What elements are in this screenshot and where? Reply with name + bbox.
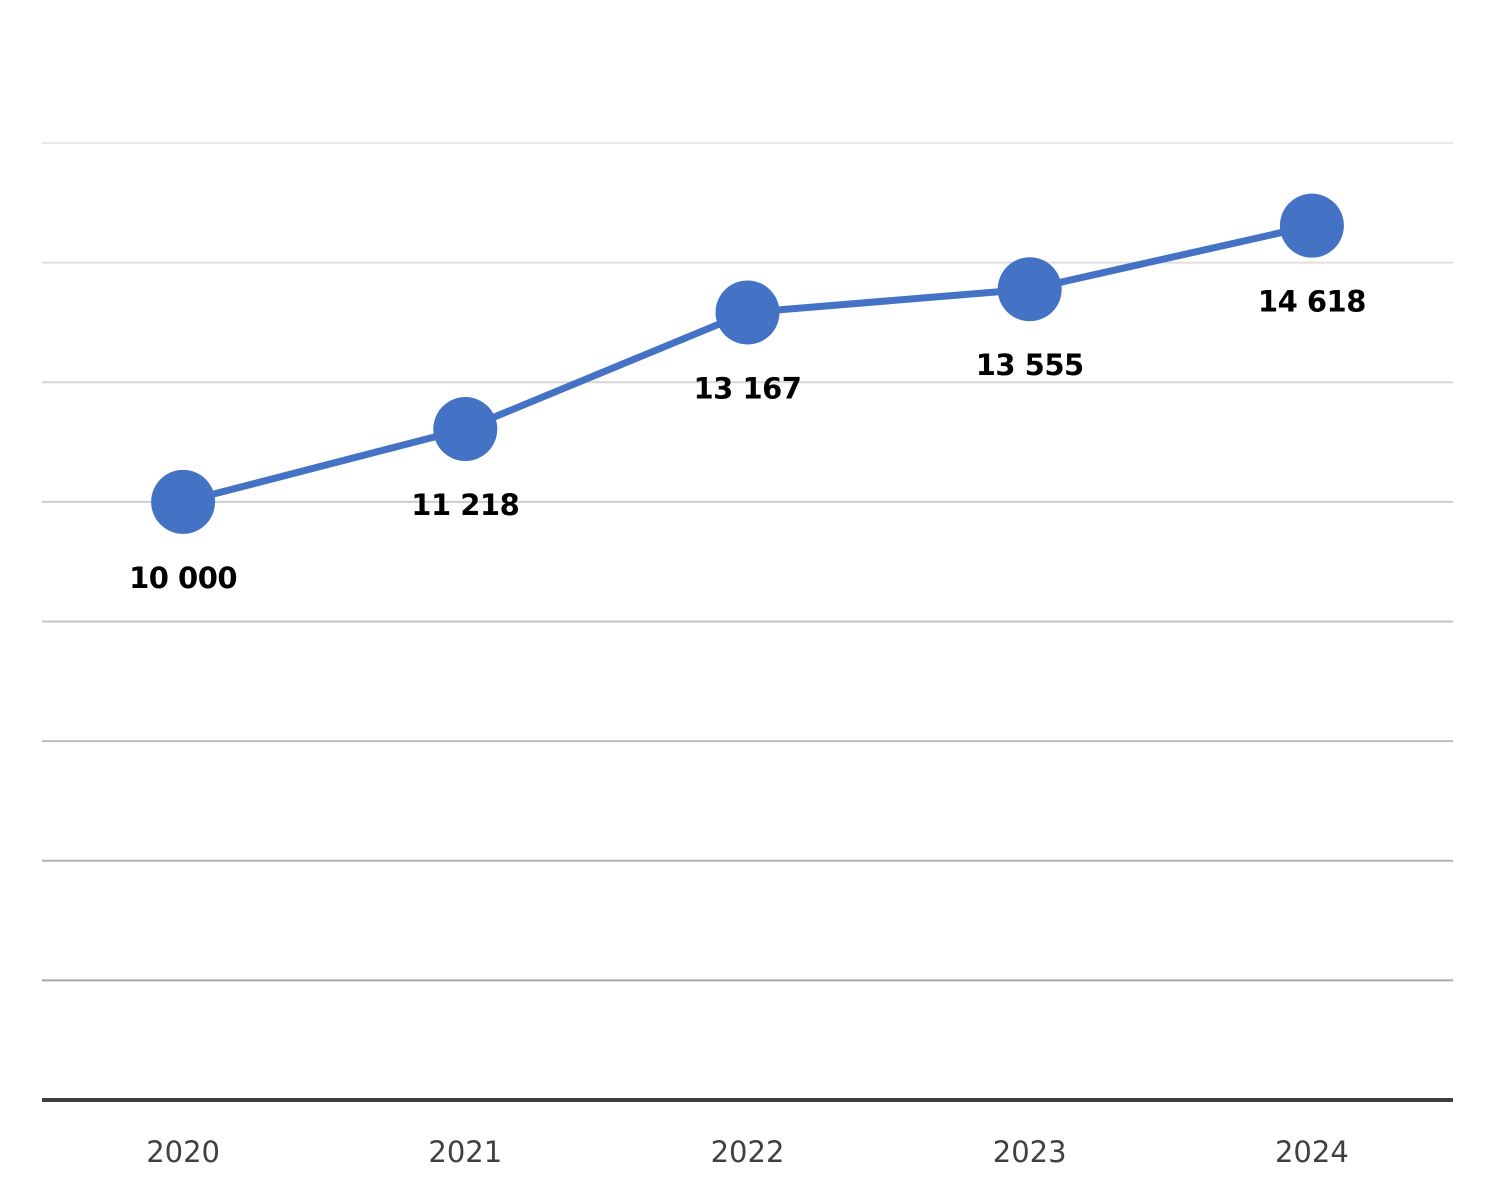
x-tick-label-2022: 2022 <box>711 1135 785 1169</box>
x-tick-label-2024: 2024 <box>1275 1135 1349 1169</box>
data-label-2024: 14 618 <box>1258 285 1366 319</box>
data-point-2022 <box>715 280 780 345</box>
data-point-2021 <box>433 397 498 462</box>
data-point-2020 <box>151 469 216 534</box>
x-tick-label-layer: 2020 2021 2022 2023 2024 <box>146 1135 1349 1169</box>
marker-layer <box>151 193 1344 534</box>
data-label-2023: 13 555 <box>976 348 1084 382</box>
data-point-2023 <box>997 257 1062 322</box>
data-label-2020: 10 000 <box>129 561 237 595</box>
series-line <box>179 222 1316 506</box>
x-tick-label-2023: 2023 <box>993 1135 1067 1169</box>
data-label-layer: 10 000 11 218 13 167 13 555 14 618 <box>129 285 1366 595</box>
data-label-2021: 11 218 <box>411 488 519 522</box>
data-label-2022: 13 167 <box>694 371 802 405</box>
x-tick-label-2020: 2020 <box>146 1135 220 1169</box>
data-point-2024 <box>1279 193 1344 258</box>
grid-layer <box>42 142 1453 982</box>
x-tick-label-2021: 2021 <box>428 1135 502 1169</box>
